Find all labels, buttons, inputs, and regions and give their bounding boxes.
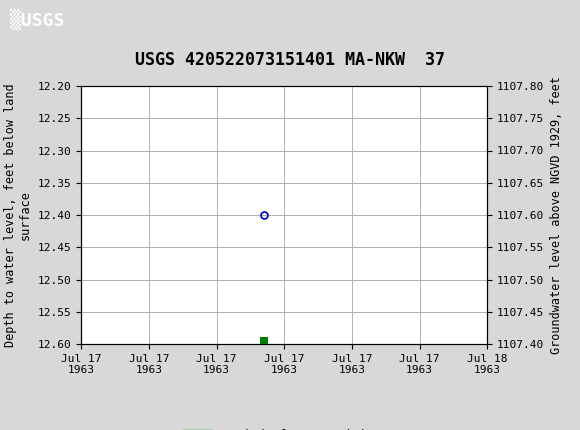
Text: USGS 420522073151401 MA-NKW  37: USGS 420522073151401 MA-NKW 37	[135, 51, 445, 69]
Bar	[260, 337, 267, 345]
Text: ▒USGS: ▒USGS	[10, 8, 65, 30]
Legend: Period of approved data: Period of approved data	[178, 424, 390, 430]
Y-axis label: Depth to water level, feet below land
surface: Depth to water level, feet below land su…	[4, 83, 32, 347]
Y-axis label: Groundwater level above NGVD 1929, feet: Groundwater level above NGVD 1929, feet	[550, 76, 563, 354]
